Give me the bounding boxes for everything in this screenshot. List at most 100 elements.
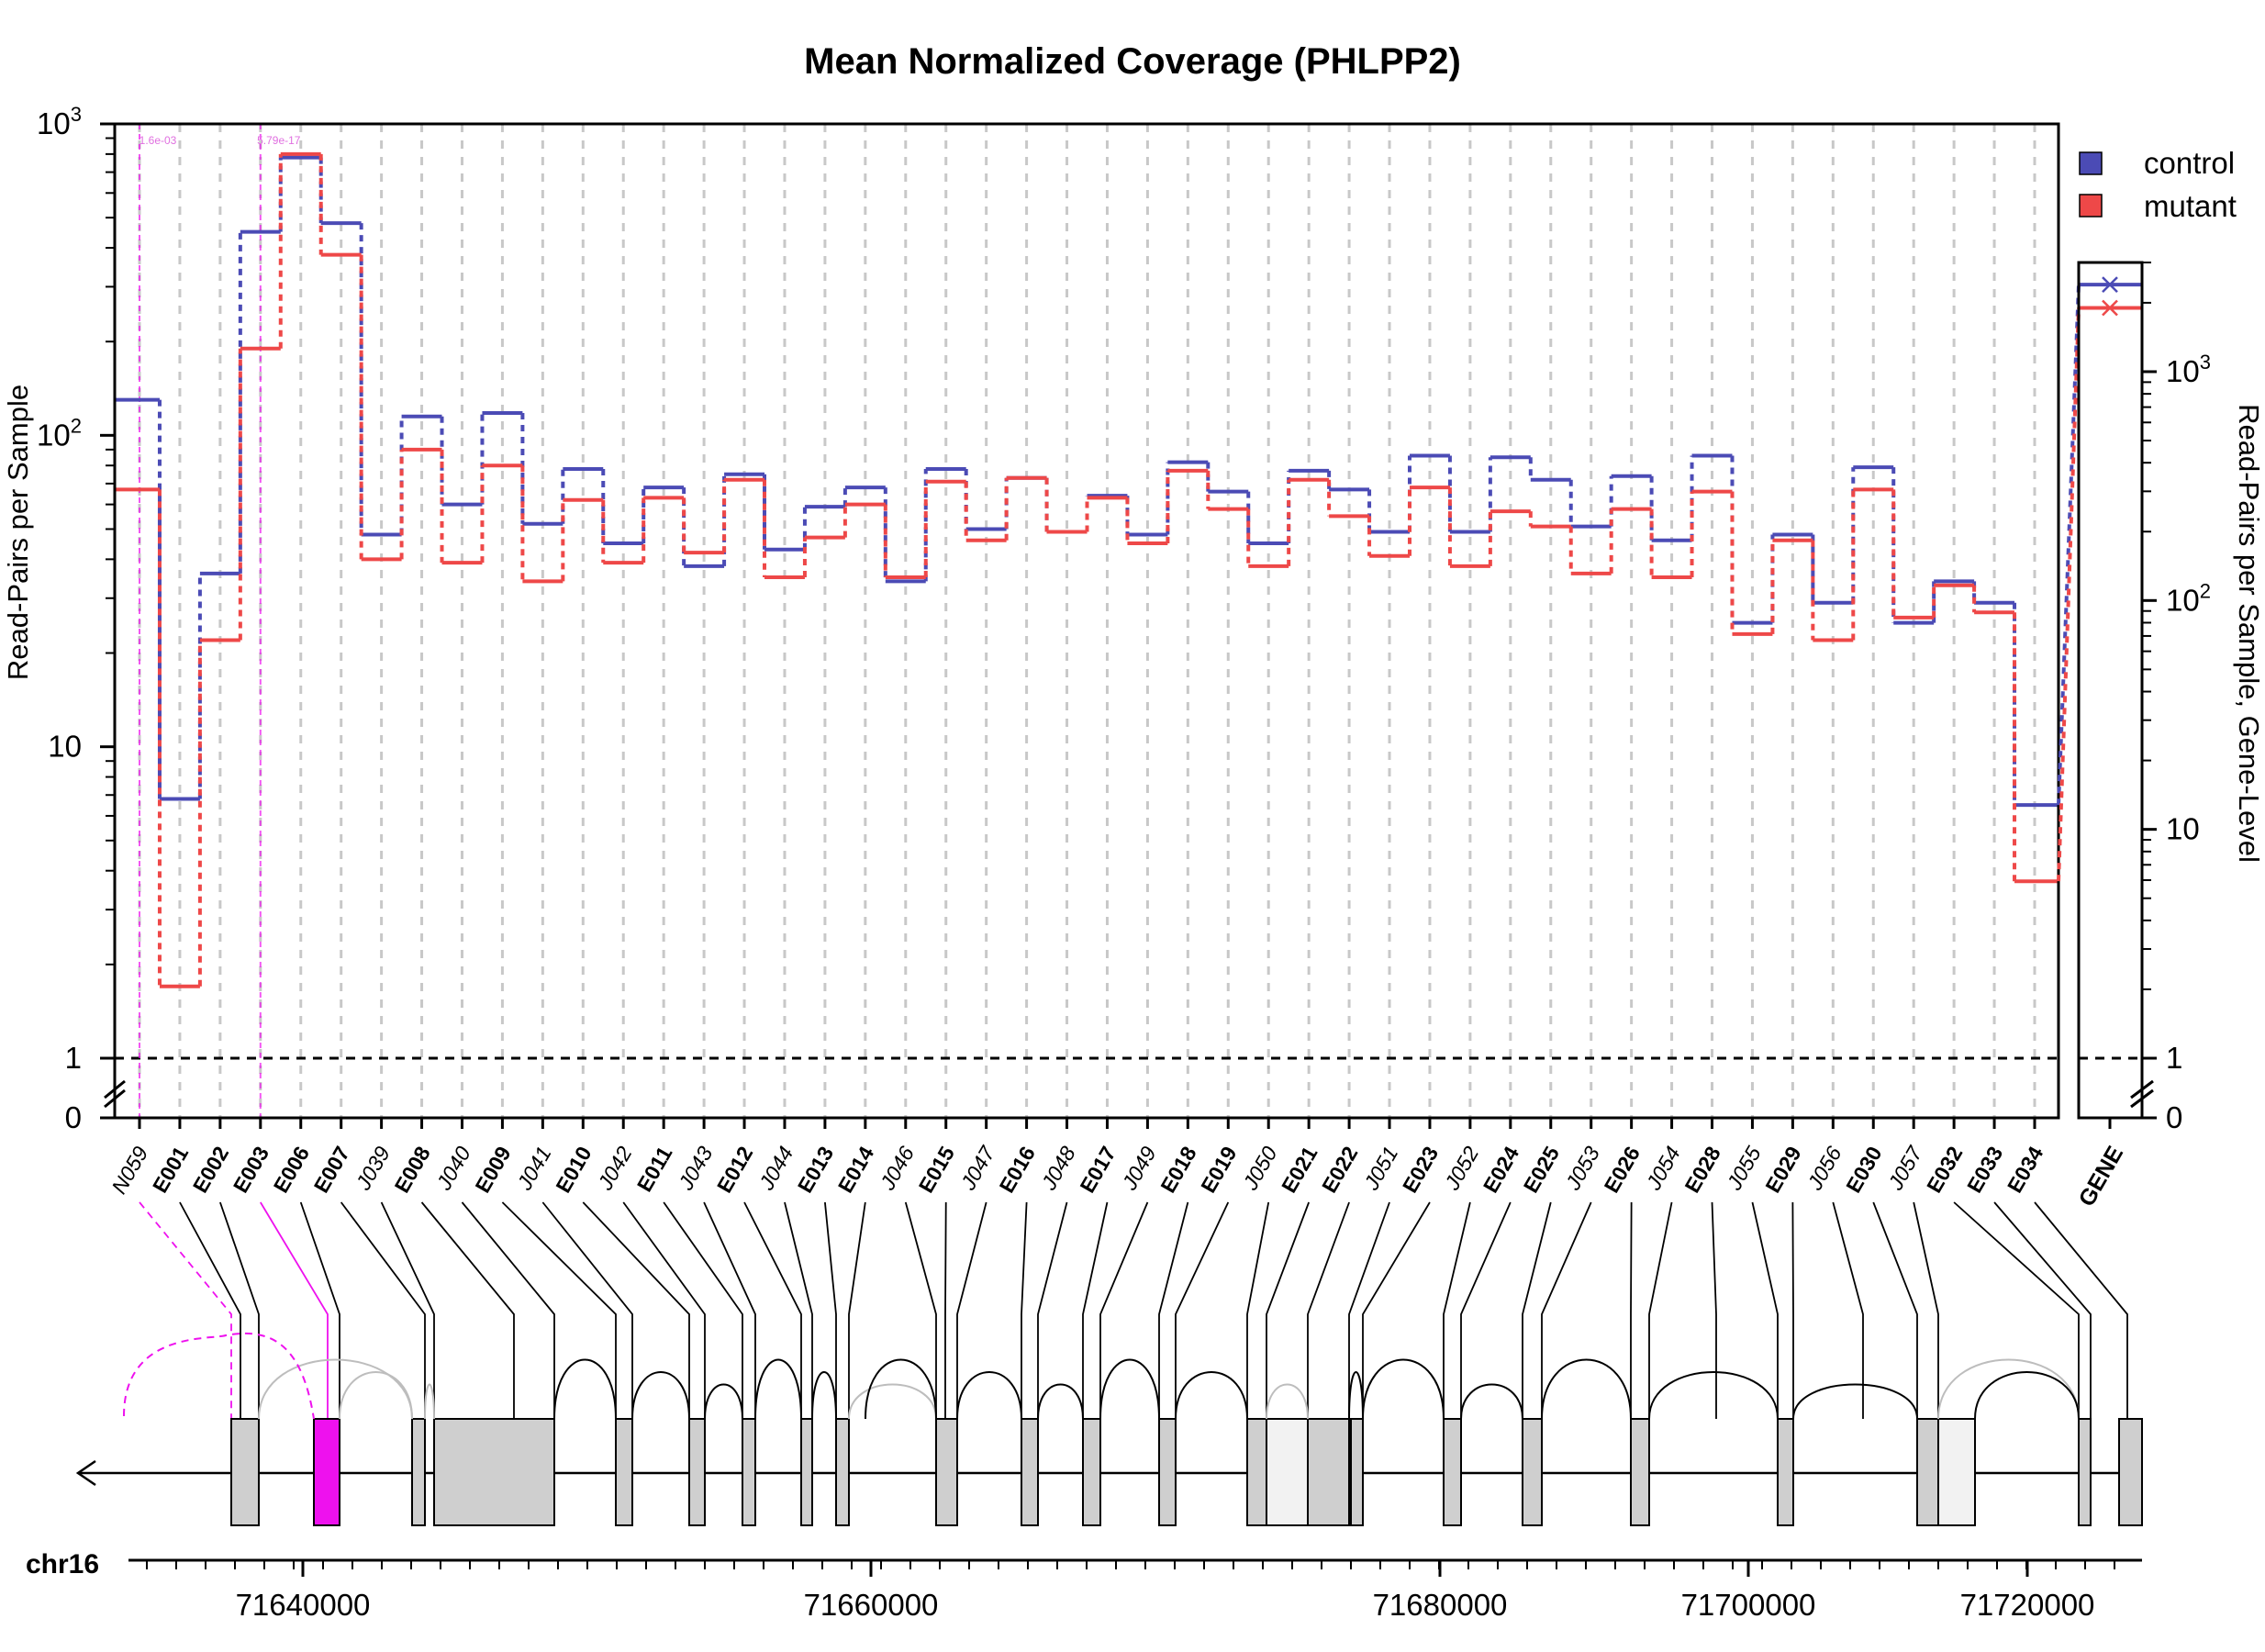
connector-J044 [784,1201,813,1419]
exon [1307,1418,1350,1526]
connector-J053 [1541,1201,1592,1419]
connector-E006 [299,1201,340,1419]
feature-label-J055: J055 [1722,1142,1766,1194]
axis-break-mark [104,1079,126,1099]
gene-connector-control [2057,285,2081,806]
connector-E008 [420,1201,515,1419]
exon [1082,1418,1101,1526]
y-axis: 1 10 102 103 0 [37,103,126,1134]
feature-label-E025: E025 [1519,1142,1564,1197]
legend-label-control: control [2144,146,2235,180]
feature-label-E026: E026 [1600,1143,1645,1198]
feature-label-E007: E007 [309,1143,354,1198]
splice-junction-arc [1792,1383,1918,1420]
y-tick-label: 102 [37,414,82,452]
gene-y-tick-label: 102 [2166,579,2211,617]
connector-E021 [1266,1201,1310,1419]
connector-J052 [1443,1201,1471,1419]
genomic-coordinate-axis: chr16 71640000 71660000 71680000 71700000 71… [26,1549,2142,1622]
feature-label-J054: J054 [1641,1143,1685,1195]
connector-E010 [582,1201,690,1419]
feature-label-J057: J057 [1883,1141,1928,1194]
splice-junction-arc [1541,1358,1632,1420]
connector-J040 [461,1201,555,1419]
coverage-series [115,151,2059,988]
gene-marker-control [2102,276,2118,294]
significance-markers: 1.6e-03 5.79e-17 [139,124,301,1118]
feature-label-E012: E012 [712,1143,757,1198]
splice-junction-arc [1648,1371,1779,1420]
connector-E001 [179,1201,241,1419]
feature-label-N059: N059 [106,1142,152,1198]
connector-E033 [1993,1201,2092,1419]
connector-E013 [824,1201,837,1419]
gene-y-tick-label: 1 [2166,1041,2182,1075]
connector-E017 [1082,1201,1109,1419]
feature-label-E003: E003 [229,1143,273,1198]
connector-E012 [743,1201,802,1419]
connector-E022 [1307,1201,1350,1419]
genomic-tick-label: 71640000 [236,1588,371,1622]
feature-label-E030: E030 [1841,1143,1886,1198]
connector-E016 [1021,1201,1028,1419]
gene-y-tick-label: 103 [2166,351,2211,388]
connector-E019 [1175,1201,1230,1419]
splice-junction-arc [1037,1383,1084,1420]
feature-label-E002: E002 [188,1143,233,1198]
y-tick-label: 103 [37,103,82,140]
right-y-axis-label: Read-Pairs per Sample, Gene-Level [2233,404,2265,863]
genomic-tick-label: 71680000 [1373,1588,1508,1622]
exon [835,1418,850,1526]
splice-junction-arc [1175,1371,1248,1420]
connector-N059 [139,1201,232,1419]
connector-E002 [219,1201,260,1419]
exon [1630,1418,1650,1526]
exon [1916,1418,1939,1526]
exon [742,1418,756,1526]
y-axis-label: Read-Pairs per Sample [2,385,34,680]
connector-J042 [622,1201,706,1419]
connector-E029 [1791,1201,1794,1419]
connector-E009 [501,1201,617,1419]
connector-E032 [1953,1201,2080,1419]
splice-junction-arc [631,1371,690,1420]
connector-E023 [1362,1201,1431,1419]
feature-label-E021: E021 [1277,1142,1322,1197]
feature-label-J039: J039 [351,1142,395,1194]
splice-junction-arc [1099,1358,1160,1420]
splice-junction-arc [258,1358,413,1420]
series-mutant [115,151,2059,988]
exon [411,1418,426,1526]
feature-label-E019: E019 [1196,1143,1241,1198]
feature-label-J042: J042 [593,1142,637,1194]
feature-label-E024: E024 [1478,1142,1523,1197]
genomic-tick-label: 71720000 [1960,1588,2095,1622]
gene-level-marks [2057,276,2142,882]
exon [1350,1418,1364,1526]
connector-E015 [944,1201,947,1419]
connector-J055 [1751,1201,1779,1419]
legend: control mutant [2079,146,2237,223]
feature-label-E001: E001 [148,1142,193,1197]
feature-label-E023: E023 [1398,1143,1443,1198]
feature-label-E011: E011 [632,1142,677,1196]
feature-label-E006: E006 [269,1143,314,1198]
y-tick-label: 10 [48,730,82,764]
y-tick-label: 1 [65,1041,82,1075]
connector-E025 [1522,1201,1552,1419]
splice-junction-arc [1362,1358,1445,1420]
splice-junction-arc [424,1383,435,1420]
feature-label-J053: J053 [1560,1142,1604,1194]
gene-y-tick-label: 10 [2166,812,2200,846]
genomic-tick-label: 71660000 [804,1588,939,1622]
feature-label-E016: E016 [995,1143,1040,1198]
splice-junction-arc [339,1371,413,1420]
exon [615,1418,633,1526]
exon [230,1418,260,1526]
feature-label-E013: E013 [793,1143,838,1198]
connector-E003 [260,1201,329,1419]
splice-junction-arc [848,1383,937,1420]
gene-panel-frame [2077,261,2144,1120]
connector-J050 [1246,1201,1270,1419]
